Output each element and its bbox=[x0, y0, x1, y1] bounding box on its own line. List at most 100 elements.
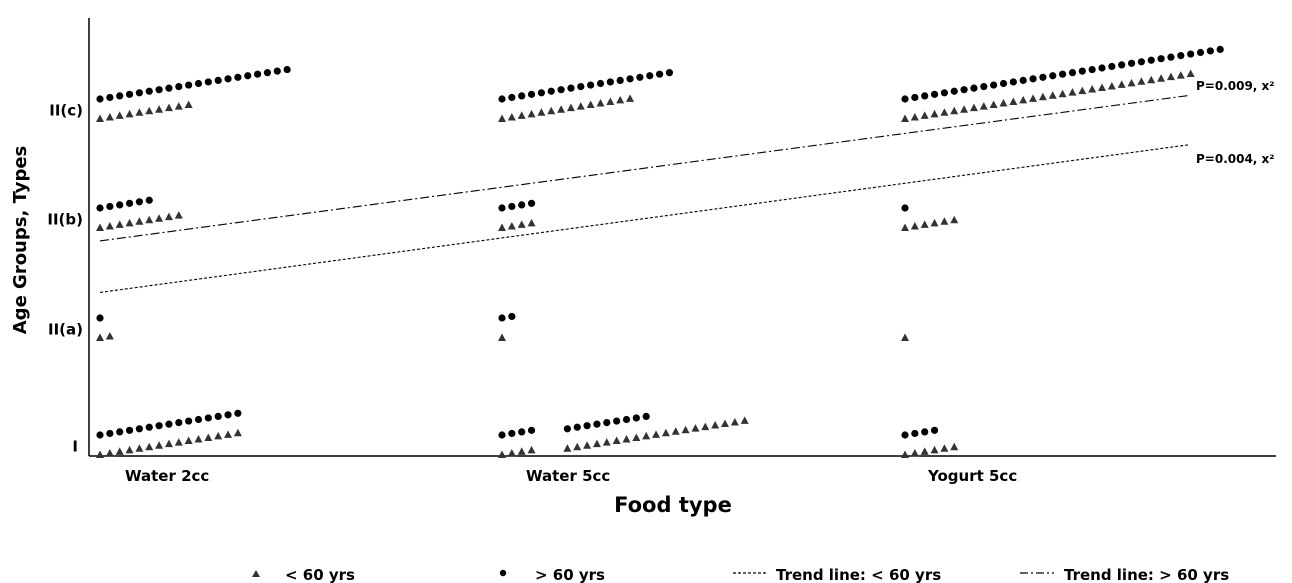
legend-triangle-marker bbox=[252, 570, 260, 577]
y-tick-label-iib: II(b) bbox=[47, 211, 83, 229]
circle-point bbox=[1098, 64, 1106, 72]
triangle-point bbox=[910, 448, 919, 457]
circle-point bbox=[224, 75, 232, 83]
triangle-point bbox=[1078, 86, 1087, 95]
y-axis-title: Age Groups, Types bbox=[10, 146, 31, 335]
circle-point bbox=[498, 431, 506, 439]
triangle-point bbox=[214, 431, 223, 440]
triangle-point bbox=[498, 333, 506, 341]
triangle-point bbox=[96, 114, 104, 122]
trend-annotation-over-60: P=0.009, x² bbox=[1196, 79, 1275, 93]
circle-point bbox=[603, 419, 611, 427]
circle-point bbox=[145, 87, 153, 95]
circle-point bbox=[527, 426, 536, 434]
triangle-point bbox=[547, 106, 556, 115]
triangle-point bbox=[96, 450, 104, 458]
triangle-point bbox=[155, 214, 164, 222]
triangle-point bbox=[632, 433, 641, 441]
circle-point bbox=[1009, 78, 1017, 86]
triangle-point bbox=[174, 438, 183, 446]
triangle-point bbox=[681, 425, 690, 434]
triangle-point bbox=[1176, 71, 1185, 79]
triangle-point bbox=[901, 223, 909, 231]
triangle-point bbox=[1058, 89, 1067, 98]
circle-point bbox=[116, 92, 124, 100]
circle-point bbox=[665, 69, 674, 77]
circle-point bbox=[194, 79, 203, 88]
circle-point bbox=[254, 70, 262, 78]
triangle-point bbox=[115, 220, 124, 228]
triangle-point bbox=[527, 109, 536, 118]
triangle-point bbox=[910, 221, 919, 230]
circle-point bbox=[244, 72, 252, 80]
triangle-point bbox=[537, 108, 546, 116]
triangle-point bbox=[164, 212, 173, 221]
circle-point bbox=[518, 92, 526, 100]
triangle-point bbox=[105, 221, 114, 230]
x-tick-label-yogurt-5cc: Yogurt 5cc bbox=[927, 467, 1017, 485]
circle-point bbox=[1039, 73, 1047, 81]
circle-point bbox=[646, 72, 654, 80]
triangle-point bbox=[573, 442, 582, 451]
triangle-point bbox=[1117, 80, 1126, 88]
circle-point bbox=[224, 411, 232, 419]
circle-point bbox=[106, 93, 114, 102]
triangle-point bbox=[989, 100, 998, 109]
circle-point bbox=[557, 86, 565, 94]
triangle-point bbox=[950, 215, 959, 224]
circle-point bbox=[642, 412, 650, 420]
triangle-point bbox=[498, 450, 506, 458]
triangle-point bbox=[115, 111, 124, 119]
circle-point bbox=[234, 409, 242, 417]
triangle-point bbox=[184, 100, 193, 109]
triangle-point bbox=[960, 105, 969, 113]
circle-point bbox=[1127, 59, 1136, 67]
triangle-point bbox=[105, 112, 114, 121]
circle-point bbox=[950, 87, 958, 95]
circle-point bbox=[593, 420, 601, 428]
triangle-point bbox=[576, 102, 585, 110]
circle-point bbox=[204, 414, 212, 422]
triangle-point bbox=[125, 218, 134, 227]
circle-point bbox=[96, 431, 104, 439]
circle-point bbox=[596, 79, 605, 88]
circle-point bbox=[106, 429, 114, 438]
triangle-point bbox=[596, 99, 605, 107]
triangle-point bbox=[1186, 69, 1195, 78]
triangle-point bbox=[740, 416, 749, 424]
circle-point bbox=[563, 425, 572, 433]
y-tick-label-iia: II(a) bbox=[48, 321, 83, 339]
triangle-point bbox=[566, 103, 575, 112]
triangle-point bbox=[507, 221, 516, 230]
triangle-point bbox=[950, 106, 959, 115]
triangle-point bbox=[612, 436, 621, 445]
triangle-point bbox=[592, 439, 601, 448]
triangle-point bbox=[125, 109, 134, 118]
circle-point bbox=[125, 199, 134, 207]
circle-point bbox=[155, 86, 163, 94]
circle-point bbox=[165, 420, 173, 428]
circle-point bbox=[135, 425, 143, 433]
triangle-point bbox=[507, 112, 516, 121]
triangle-point bbox=[145, 106, 154, 115]
triangle-point bbox=[940, 108, 949, 116]
circle-point bbox=[911, 93, 919, 102]
triangle-point bbox=[1029, 94, 1038, 102]
legend-label-over-60: > 60 yrs bbox=[535, 566, 605, 583]
trend-line-over-60 bbox=[99, 94, 1191, 242]
triangle-point bbox=[1098, 83, 1106, 91]
circle-point bbox=[116, 428, 124, 436]
legend-label-trend-over-60: Trend line: > 60 yrs bbox=[1064, 566, 1229, 583]
triangle-point bbox=[920, 447, 929, 455]
triangle-point bbox=[194, 435, 203, 443]
circle-point bbox=[632, 414, 640, 422]
triangle-point bbox=[969, 103, 978, 112]
circle-point bbox=[508, 429, 516, 438]
triangle-point bbox=[1088, 85, 1097, 93]
trend-annotation-under-60: P=0.004, x² bbox=[1196, 152, 1275, 166]
circle-point bbox=[613, 417, 621, 425]
circle-point bbox=[175, 419, 183, 427]
triangle-point bbox=[586, 100, 595, 109]
circle-point bbox=[1177, 52, 1185, 60]
circle-point bbox=[1187, 50, 1195, 58]
